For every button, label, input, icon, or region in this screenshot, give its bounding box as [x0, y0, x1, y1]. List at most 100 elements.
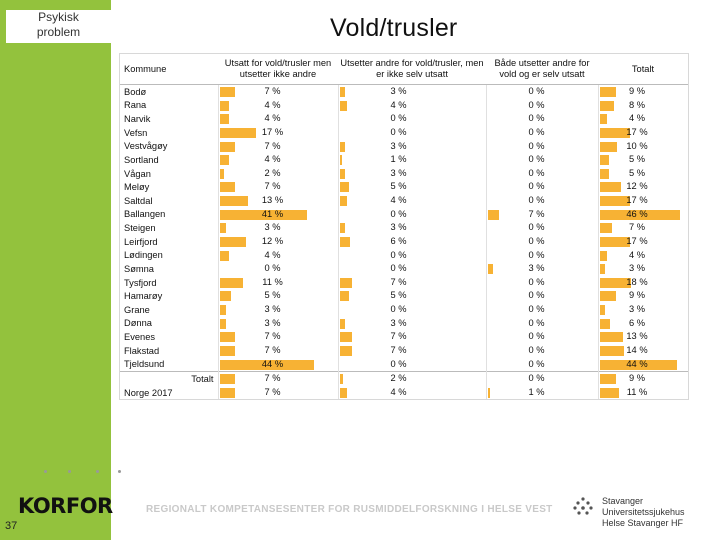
row-c2-cell: 5 % — [338, 289, 487, 303]
value-label: 0 % — [528, 235, 545, 246]
row-c3-cell: 0 % — [486, 275, 599, 290]
row-c4-cell: 6 % — [598, 317, 688, 331]
value-label: 7 % — [390, 331, 407, 342]
value-bar — [599, 155, 609, 166]
value-label: 3 % — [390, 140, 407, 151]
table-total-row: Norge 2017 7 % 4 % 1 % 11 % — [120, 385, 688, 400]
row-c1-cell: 3 % — [218, 221, 339, 235]
value-label: 9 % — [628, 373, 646, 384]
value-label: 4 % — [628, 249, 646, 260]
value-bar — [219, 318, 226, 329]
row-c1-cell: 3 % — [218, 316, 339, 331]
table-row: Saltdal 13 % 4 % 0 % 17 % — [120, 194, 688, 208]
row-c1-cell: 7 % — [218, 330, 339, 344]
page-title: Vold/trusler — [330, 14, 458, 42]
value-label: 0 % — [528, 276, 545, 287]
row-c1-cell: 3 % — [218, 303, 339, 317]
row-c3-cell: 0 % — [486, 357, 599, 372]
sidebar-green-bar — [0, 0, 111, 540]
value-bar — [219, 250, 229, 261]
row-c4-cell: 17 % — [598, 194, 688, 208]
value-bar — [599, 114, 607, 125]
row-c4-cell: 5 % — [598, 167, 688, 181]
value-label: 0 % — [528, 113, 545, 124]
value-label: 7 % — [264, 331, 281, 342]
row-c1-cell: 7 % — [218, 139, 339, 154]
row-c1-cell: 4 % — [218, 153, 339, 167]
value-label: 7 % — [528, 208, 545, 219]
value-bar — [599, 127, 630, 138]
value-label: 44 % — [626, 358, 648, 369]
row-kommune-name: Tysfjord — [120, 275, 219, 290]
row-c3-cell: 0 % — [486, 221, 599, 235]
value-label: 0 % — [528, 304, 545, 314]
value-label: 4 % — [264, 249, 281, 260]
value-bar — [219, 387, 235, 398]
row-c3-cell: 7 % — [486, 207, 599, 222]
dot — [44, 470, 47, 473]
korfor-logo: KORFOR — [18, 494, 113, 518]
value-bar — [339, 277, 352, 288]
row-c1-cell: 17 % — [218, 125, 339, 140]
value-label: 7 % — [390, 344, 407, 355]
row-c2-cell: 0 % — [338, 207, 487, 222]
value-bar — [599, 182, 621, 193]
value-label: 0 % — [528, 358, 545, 369]
value-label: 8 % — [628, 99, 646, 110]
value-bar — [219, 87, 235, 97]
value-label: 7 % — [264, 140, 281, 151]
value-label: 0 % — [528, 317, 545, 328]
table-row: Rana 4 % 4 % 0 % 8 % — [120, 98, 688, 113]
value-bar — [487, 209, 499, 220]
value-bar — [339, 87, 345, 97]
value-bar — [219, 209, 307, 220]
value-label: 17 % — [626, 235, 648, 246]
row-c3-cell: 0 % — [486, 139, 599, 154]
row-c4-cell: 14 % — [598, 344, 688, 358]
row-c3-cell: 0 % — [486, 194, 599, 208]
value-bar — [219, 305, 226, 315]
value-bar — [487, 387, 490, 398]
value-label: 7 % — [264, 373, 281, 384]
value-bar — [219, 332, 235, 343]
value-label: 5 % — [390, 290, 407, 301]
value-bar — [339, 168, 345, 179]
row-c3-cell: 0 % — [486, 371, 599, 386]
row-kommune-name: Rana — [120, 98, 219, 113]
row-kommune-name: Narvik — [120, 112, 219, 126]
value-bar — [599, 277, 631, 288]
value-label: 3 % — [390, 222, 407, 233]
value-bar — [219, 374, 235, 385]
table-row: Sortland 4 % 1 % 0 % 5 % — [120, 153, 688, 167]
value-bar — [599, 345, 624, 356]
table-row: Tysfjord 11 % 7 % 0 % 18 % — [120, 275, 688, 290]
hospital-name-line2: Helse Stavanger HF — [602, 518, 684, 528]
value-bar — [599, 87, 616, 97]
row-c3-cell: 0 % — [486, 112, 599, 126]
row-c1-cell: 7 % — [218, 343, 339, 358]
table-row: Tjeldsund 44 % 0 % 0 % 44 % — [120, 357, 688, 372]
value-bar — [599, 264, 605, 275]
row-c3-cell: 0 % — [486, 343, 599, 358]
row-c2-cell: 4 % — [338, 385, 487, 400]
row-c2-cell: 7 % — [338, 343, 487, 358]
row-c4-cell: 4 % — [598, 249, 688, 263]
value-label: 4 % — [390, 99, 407, 110]
value-bar — [339, 196, 347, 206]
row-c3-cell: 0 % — [486, 84, 599, 99]
row-c1-cell: 7 % — [218, 84, 339, 99]
value-bar — [219, 196, 248, 206]
row-c2-cell: 3 % — [338, 84, 487, 99]
value-label: 6 % — [628, 317, 646, 328]
value-label: 46 % — [626, 208, 648, 219]
value-label: 2 % — [264, 167, 281, 178]
value-bar — [339, 374, 343, 385]
value-bar — [219, 359, 314, 370]
table-total-row: Totalt 7 % 2 % 0 % 9 % — [120, 371, 688, 386]
table-row: Steigen 3 % 3 % 0 % 7 % — [120, 221, 688, 235]
value-label: 0 % — [390, 358, 407, 369]
value-label: 4 % — [264, 99, 281, 110]
row-c2-cell: 0 % — [338, 112, 487, 126]
value-label: 17 % — [626, 126, 648, 137]
value-bar — [599, 250, 607, 261]
